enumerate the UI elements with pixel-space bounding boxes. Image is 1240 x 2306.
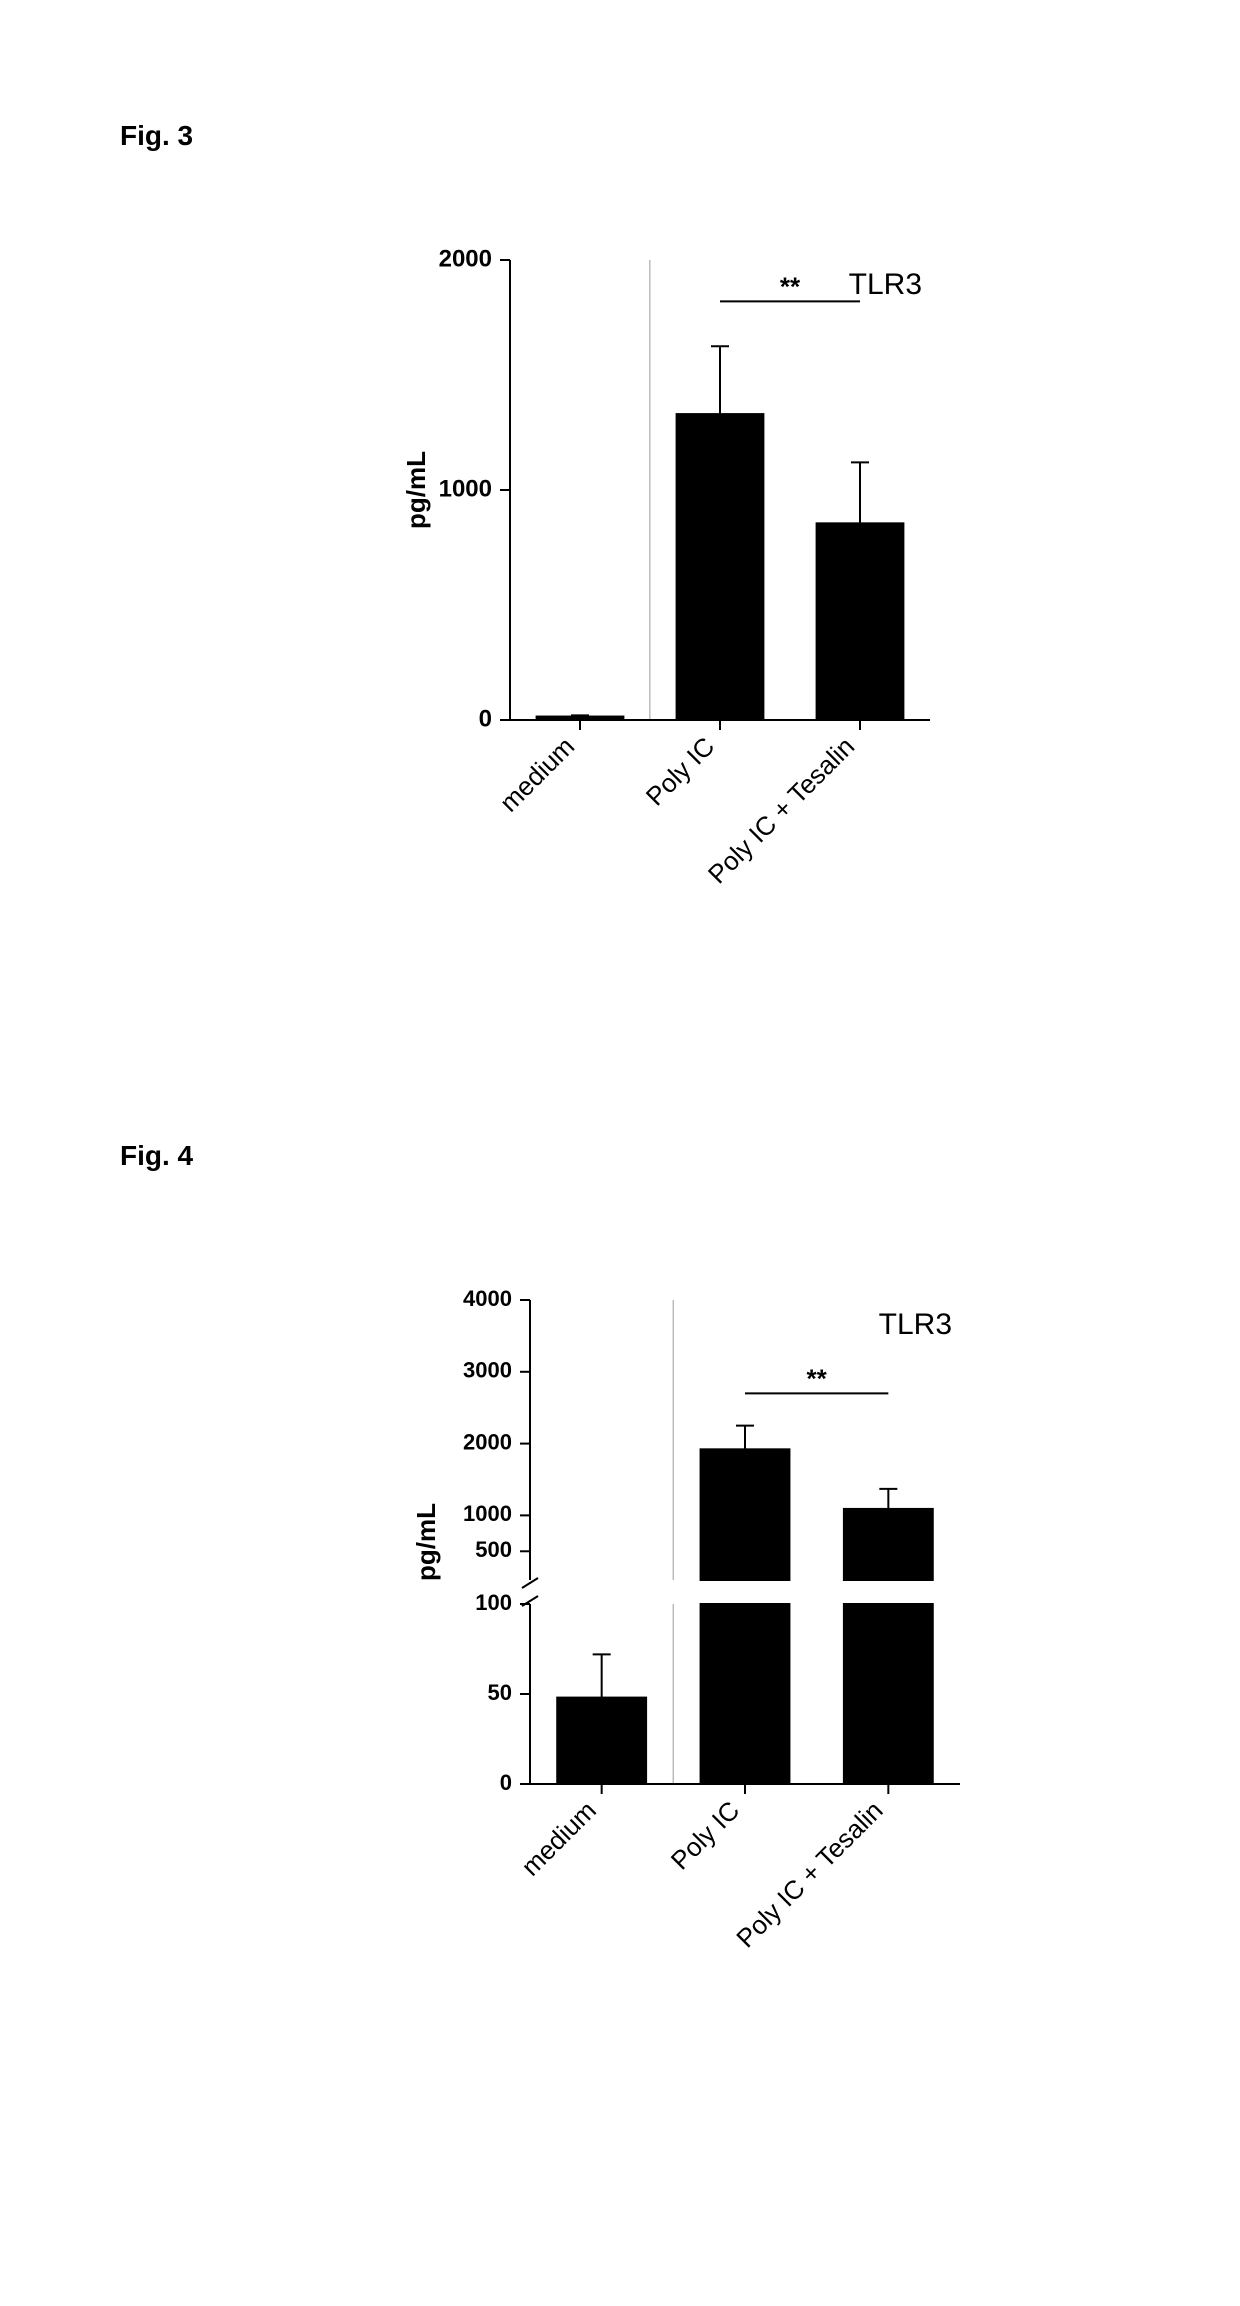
svg-text:0: 0: [479, 705, 492, 732]
page: Fig. 3 010002000**TLR3pg/mLmediumPoly IC…: [0, 0, 1240, 2306]
svg-text:500: 500: [475, 1537, 512, 1562]
svg-text:50: 50: [488, 1680, 512, 1705]
fig3-chart: 0 1000 2000 ** TLR3 pg/mL medium Poly ICPoly IC…: [390, 220, 990, 1000]
svg-text:Poly IC: Poly IC: [665, 1795, 745, 1875]
svg-text:1000: 1000: [439, 475, 492, 502]
fig4-chart: 500 1000 2000 3000 4000 0 50 100 ** TLR3 pg/mL medi…: [380, 1260, 1020, 2100]
svg-text:Poly IC + Tesalin: Poly IC + Tesalin: [730, 1795, 888, 1953]
fig4-label: Fig. 4: [120, 1140, 193, 1172]
svg-text:**: **: [807, 1363, 828, 1393]
svg-text:medium: medium: [515, 1795, 602, 1882]
svg-text:pg/mL: pg/mL: [401, 451, 431, 529]
svg-text:TLR3: TLR3: [879, 1308, 952, 1341]
svg-text:100: 100: [475, 1590, 512, 1615]
svg-text:2000: 2000: [439, 245, 492, 272]
svg-text:3000: 3000: [463, 1358, 512, 1383]
fig3-label: Fig. 3: [120, 120, 193, 152]
svg-text:**: **: [780, 271, 801, 301]
svg-text:0: 0: [500, 1770, 512, 1795]
svg-text:TLR3: TLR3: [849, 268, 922, 301]
svg-text:2000: 2000: [463, 1429, 512, 1454]
svg-text:pg/mL: pg/mL: [411, 1503, 441, 1581]
svg-text:1000: 1000: [463, 1501, 512, 1526]
svg-text:Poly IC + Tesalin: Poly IC + Tesalin: [702, 731, 860, 889]
svg-text:medium: medium: [494, 731, 581, 818]
svg-text:4000: 4000: [463, 1286, 512, 1311]
svg-text:Poly IC: Poly IC: [640, 731, 720, 811]
